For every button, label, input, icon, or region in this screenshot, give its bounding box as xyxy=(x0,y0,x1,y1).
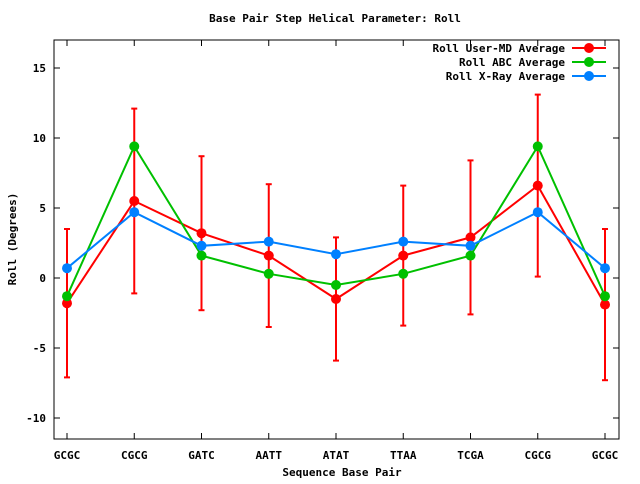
legend-label: Roll User-MD Average xyxy=(433,42,566,55)
data-point xyxy=(465,240,476,251)
data-point xyxy=(263,236,274,247)
x-tick-label: GCGC xyxy=(592,449,619,462)
data-point xyxy=(600,291,610,302)
y-tick-label: 15 xyxy=(33,62,46,75)
data-point xyxy=(62,291,72,302)
data-point xyxy=(532,180,543,191)
x-tick-label: GCGC xyxy=(54,449,81,462)
data-point xyxy=(465,232,476,243)
x-tick-label: CGCG xyxy=(525,449,552,462)
data-point xyxy=(331,294,341,304)
x-tick-label: CGCG xyxy=(121,449,148,462)
legend-label: Roll X-Ray Average xyxy=(446,70,566,83)
x-axis-label: Sequence Base Pair xyxy=(282,466,402,479)
data-point xyxy=(263,250,274,261)
x-tick-label: TCGA xyxy=(457,449,484,462)
x-tick-label: ATAT xyxy=(323,449,350,462)
data-point xyxy=(62,298,72,309)
y-tick-label: -5 xyxy=(33,342,46,355)
series-layer xyxy=(62,93,610,382)
data-point xyxy=(532,141,543,152)
legend-marker xyxy=(584,57,594,67)
data-point xyxy=(62,263,72,274)
series-1 xyxy=(62,93,610,382)
data-point xyxy=(398,236,409,247)
x-tick-label: AATT xyxy=(256,449,283,462)
data-point xyxy=(196,240,207,251)
data-point xyxy=(196,228,207,239)
y-tick-label: -10 xyxy=(26,412,46,425)
series-2 xyxy=(62,141,610,302)
y-axis-label: Roll (Degrees) xyxy=(6,193,19,286)
x-tick-label: TTAA xyxy=(390,449,417,462)
y-tick-label: 5 xyxy=(39,202,46,215)
data-point xyxy=(532,207,543,218)
data-point xyxy=(600,299,610,310)
data-point xyxy=(398,250,409,261)
legend-label: Roll ABC Average xyxy=(459,56,565,69)
series-3 xyxy=(62,207,610,274)
data-point xyxy=(331,249,341,260)
x-tick-label: GATC xyxy=(188,449,215,462)
data-point xyxy=(129,141,140,152)
legend-marker xyxy=(584,71,594,81)
data-point xyxy=(398,268,409,279)
y-tick-label: 10 xyxy=(33,132,46,145)
data-point xyxy=(465,250,476,261)
chart-title: Base Pair Step Helical Parameter: Roll xyxy=(209,12,461,25)
data-point xyxy=(263,268,274,279)
data-point xyxy=(600,263,610,274)
legend-marker xyxy=(584,43,594,53)
data-point xyxy=(331,280,341,290)
data-point xyxy=(129,196,140,206)
y-tick-label: 0 xyxy=(39,272,46,285)
data-point xyxy=(129,207,140,218)
axis-ticks: -10 -5 0 5 10 15 GCGC CGCG GATC AATT ATAT TTAA TCGA C… xyxy=(26,40,619,462)
data-point xyxy=(196,250,207,261)
